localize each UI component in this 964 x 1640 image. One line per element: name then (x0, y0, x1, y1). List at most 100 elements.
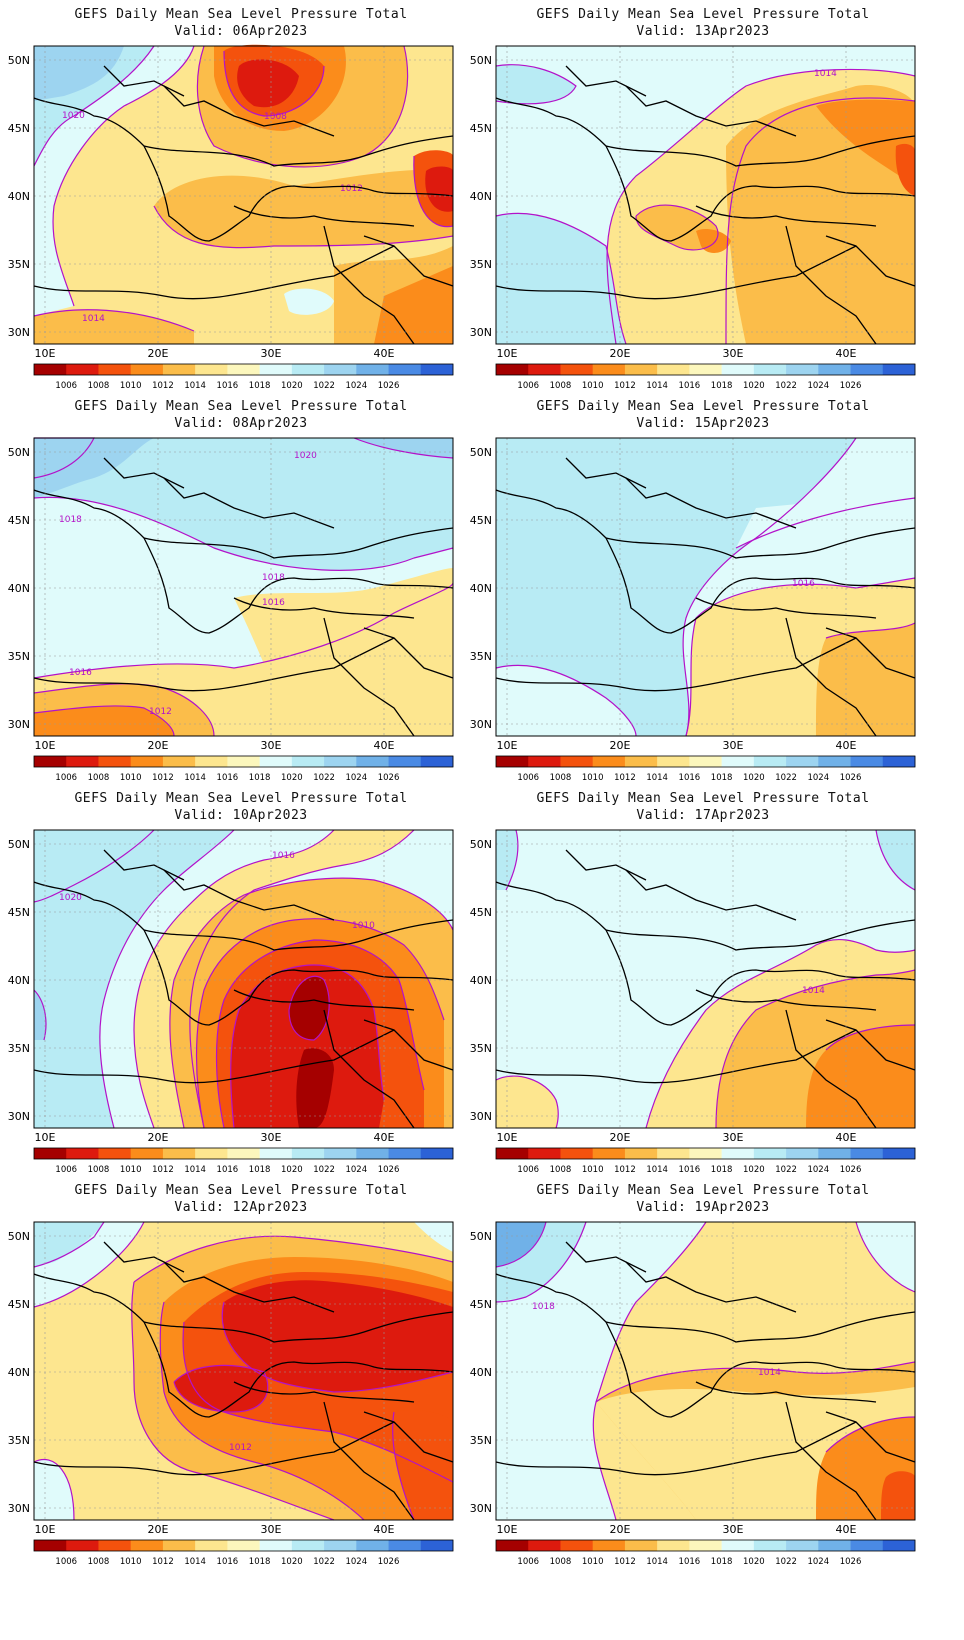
colorbar-tick-label: 1006 (55, 1557, 77, 1567)
colorbar-swatch (528, 1540, 561, 1551)
lon-label: 30E (723, 1523, 744, 1536)
colorbar-tick-label: 1010 (582, 1165, 604, 1175)
colorbar-tick-label: 1024 (345, 381, 367, 391)
pressure-region-1020 (34, 830, 234, 1128)
lat-label: 40N (8, 582, 30, 595)
contour-label: 1018 (262, 573, 285, 583)
lat-label: 50N (8, 446, 30, 459)
colorbar-swatch (689, 756, 722, 767)
lat-label: 40N (470, 1366, 492, 1379)
colorbar-swatch (850, 1148, 884, 1159)
panel-valid-date: Valid: 08Apr2023 (174, 416, 308, 431)
colorbar-tick-label: 1024 (345, 1165, 367, 1175)
pressure-map: 1020 1008 1012 1014 50N 45N (8, 44, 454, 391)
contour-label: 1016 (262, 598, 285, 608)
colorbar-tick-label: 1012 (614, 1165, 636, 1175)
colorbar-frame (33, 1147, 454, 1160)
colorbar-tick-label: 1010 (120, 1165, 142, 1175)
colorbar-tick-label: 1006 (517, 1165, 539, 1175)
colorbar-swatch (34, 1540, 67, 1551)
pressure-region-1010 (392, 1410, 453, 1520)
lat-label: 45N (8, 514, 30, 527)
lon-label: 30E (261, 347, 282, 360)
panel-title: GEFS Daily Mean Sea Level Pressure Total (74, 791, 408, 806)
colorbar-tick-label: 1020 (743, 1165, 765, 1175)
panel-valid-date: Valid: 12Apr2023 (174, 1200, 308, 1215)
colorbar-frame (33, 1539, 454, 1552)
colorbar-tick-label: 1014 (184, 1165, 206, 1175)
colorbar-swatch (753, 756, 787, 767)
coastlines (33, 65, 454, 345)
colorbar: 1006 1008 1010 1012 1014 1016 1018 1020 1022 1024… (495, 363, 916, 391)
colorbar-swatch (259, 1540, 293, 1551)
lon-label: 30E (723, 1131, 744, 1144)
map-panel-15apr: GEFS Daily Mean Sea Level Pressure Total… (462, 392, 944, 802)
colorbar-swatch (657, 1148, 690, 1159)
colorbar-tick-label: 1026 (840, 1557, 862, 1567)
colorbar-tick-label: 1026 (378, 1165, 400, 1175)
colorbar-swatch (560, 756, 593, 767)
colorbar-tick-label: 1026 (840, 1165, 862, 1175)
colorbar-tick-label: 1020 (743, 1557, 765, 1567)
lon-label: 40E (374, 1131, 395, 1144)
pressure-region-1018 (284, 288, 334, 315)
colorbar-tick-label: 1014 (184, 381, 206, 391)
colorbar-tick-label: 1006 (55, 1165, 77, 1175)
colorbar-tick-label: 1022 (313, 773, 335, 783)
lat-label: 45N (8, 122, 30, 135)
contour-label: 1014 (82, 314, 105, 324)
panel-valid-date: Valid: 13Apr2023 (636, 24, 770, 39)
colorbar-swatch (496, 1540, 529, 1551)
pressure-region-1012 (806, 1025, 915, 1128)
colorbar-swatch (420, 364, 454, 375)
pressure-region-1012 (696, 229, 731, 253)
colorbar-swatch (66, 1540, 99, 1551)
lon-label: 20E (148, 1131, 169, 1144)
colorbar-tick-label: 1018 (249, 381, 271, 391)
pressure-region-1014 (636, 205, 718, 250)
colorbar-tick-label: 1020 (281, 381, 303, 391)
lon-label: 30E (261, 1523, 282, 1536)
lat-label: 40N (470, 190, 492, 203)
lon-label: 20E (610, 1131, 631, 1144)
pressure-region-1016 (496, 1076, 559, 1128)
colorbar-swatch (882, 1148, 916, 1159)
lat-label: 35N (8, 1042, 30, 1055)
colorbar-tick-label: 1016 (217, 1557, 239, 1567)
map-frame (495, 1221, 916, 1521)
colorbar-tick-label: 1020 (743, 773, 765, 783)
lon-label: 10E (35, 1523, 56, 1536)
map-panel-12apr: GEFS Daily Mean Sea Level Pressure Total… (0, 1176, 482, 1586)
colorbar-swatch (850, 1540, 884, 1551)
colorbar-swatch (882, 756, 916, 767)
colorbar-swatch (528, 1148, 561, 1159)
colorbar-swatch (356, 1540, 389, 1551)
coastlines (33, 457, 454, 737)
map-frame (495, 829, 916, 1129)
lon-label: 30E (723, 347, 744, 360)
lon-label: 30E (723, 739, 744, 752)
panel-title: GEFS Daily Mean Sea Level Pressure Total (74, 7, 408, 22)
colorbar-tick-label: 1014 (646, 773, 668, 783)
colorbar-swatch (34, 756, 67, 767)
colorbar-swatch (786, 756, 819, 767)
pressure-map: 1020 1018 1018 1016 1016 1012 (8, 437, 454, 783)
lat-label: 35N (8, 650, 30, 663)
lat-label: 30N (470, 1502, 492, 1515)
colorbar-swatch (324, 1148, 357, 1159)
pressure-region-1020 (496, 213, 626, 344)
colorbar-tick-label: 1018 (711, 381, 733, 391)
panel-valid-date: Valid: 06Apr2023 (174, 24, 308, 39)
coastlines (495, 1241, 916, 1521)
colorbar-tick-label: 1018 (249, 1165, 271, 1175)
panel-title: GEFS Daily Mean Sea Level Pressure Total (74, 1183, 408, 1198)
colorbar-swatch (721, 756, 755, 767)
pressure-map: 1018 1014 50N 45N 40N 35N 30N (470, 1221, 916, 1567)
panel-valid-date: Valid: 15Apr2023 (636, 416, 770, 431)
colorbar-tick-label: 1012 (152, 1557, 174, 1567)
colorbar-swatch (66, 756, 99, 767)
colorbar-frame (495, 1539, 916, 1552)
colorbar-tick-label: 1020 (281, 1165, 303, 1175)
colorbar-tick-label: 1008 (88, 381, 110, 391)
lon-label: 10E (497, 1131, 518, 1144)
